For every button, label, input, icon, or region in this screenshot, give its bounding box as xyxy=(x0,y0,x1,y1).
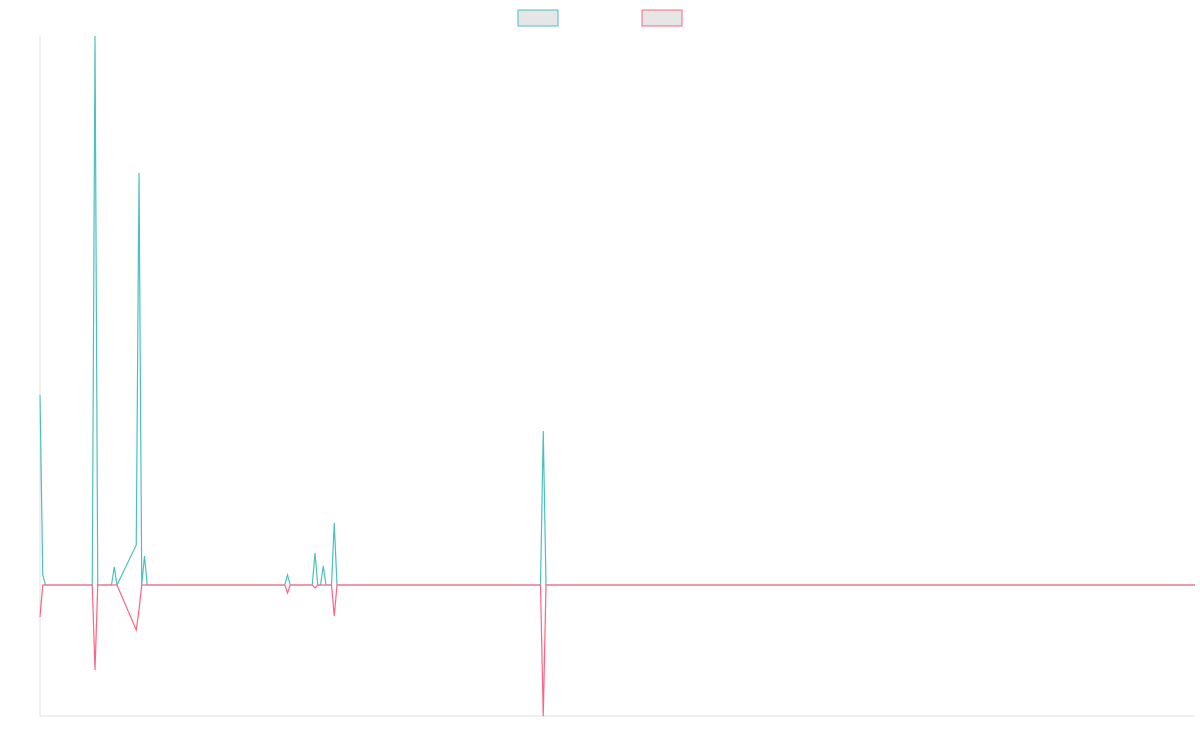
series-line xyxy=(39,35,1195,588)
series-line xyxy=(39,584,1195,717)
legend-swatch xyxy=(517,9,559,27)
legend-swatch xyxy=(641,9,683,27)
